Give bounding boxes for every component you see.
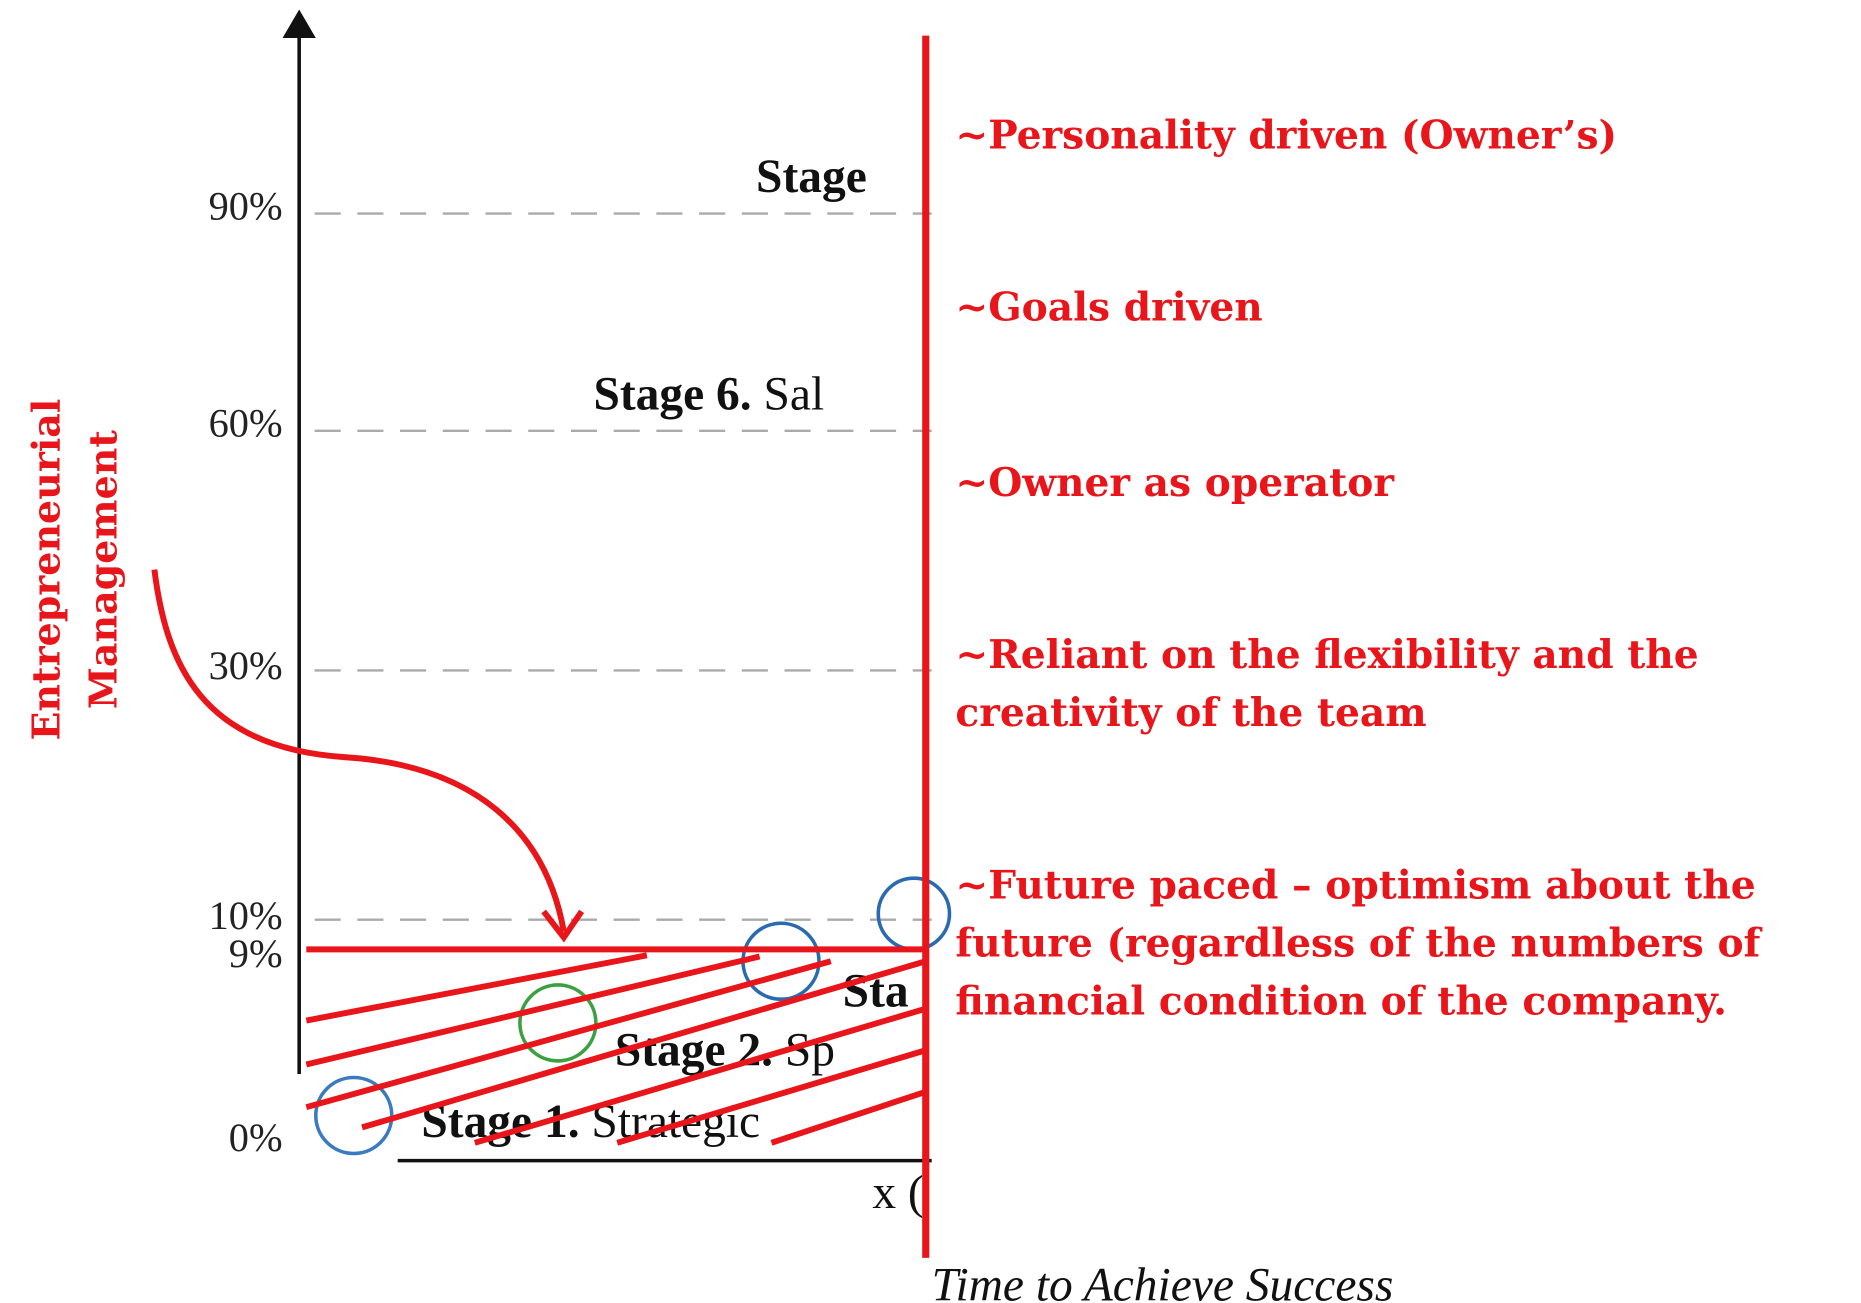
stage-label: Stage 6. Sal	[593, 368, 824, 420]
y-tick-label: 60%	[209, 401, 283, 446]
cycle	[741, 921, 821, 1001]
hatch	[473, 1005, 927, 1146]
bullet-line: ~Goals driven	[955, 284, 1262, 330]
x-axis-title: Time to Achieve Success	[932, 1260, 1394, 1303]
y-tick-label: 0%	[229, 1115, 283, 1160]
hatch	[616, 1047, 927, 1146]
bullet-line: ~Personality driven (Owner’s)	[955, 112, 1617, 158]
annotations	[151, 35, 930, 1258]
bullet-line: ~Owner as operator	[955, 460, 1395, 506]
stage-number: Stage 6.	[593, 368, 751, 420]
cycle	[876, 876, 952, 952]
stage-label: Stage	[756, 151, 867, 203]
y-tick-label: 10%	[209, 893, 283, 938]
hatch	[305, 952, 648, 1024]
cycle	[314, 1075, 394, 1156]
cycle	[518, 983, 598, 1063]
hatch	[361, 958, 927, 1131]
bullet-line: creativity of the team	[955, 690, 1426, 736]
bullet-line: ~Reliant on the flexibility and the	[955, 632, 1698, 678]
y-tick-label: 30%	[209, 643, 283, 688]
stage-name: Sal	[764, 368, 825, 420]
hatch	[305, 958, 832, 1111]
stage-label: Stage 2. Sp	[615, 1025, 835, 1077]
stage-number: Stage	[756, 151, 867, 203]
curved-arrow	[151, 569, 567, 933]
x-fragment: x (	[872, 1167, 923, 1219]
arrow-head	[541, 909, 585, 943]
side-label: Entrepreneurial	[23, 399, 68, 741]
bullet-line: future (regardless of the numbers of	[955, 920, 1762, 966]
cropped-chart	[282, 9, 952, 1163]
hatch	[770, 1088, 927, 1146]
hatch	[305, 953, 761, 1068]
stage-label: Stage 1. Strategic	[421, 1096, 760, 1148]
axis-arrow	[282, 9, 316, 38]
y-tick-label: 9%	[229, 931, 283, 976]
stage-number: Stage 2.	[615, 1025, 773, 1077]
bullet-line: ~Future paced – optimism about the	[955, 862, 1755, 908]
grid	[314, 212, 932, 921]
side-label: Management	[80, 430, 125, 709]
bullet-line: financial condition of the company.	[955, 979, 1726, 1025]
y-tick-label: 90%	[209, 184, 283, 229]
